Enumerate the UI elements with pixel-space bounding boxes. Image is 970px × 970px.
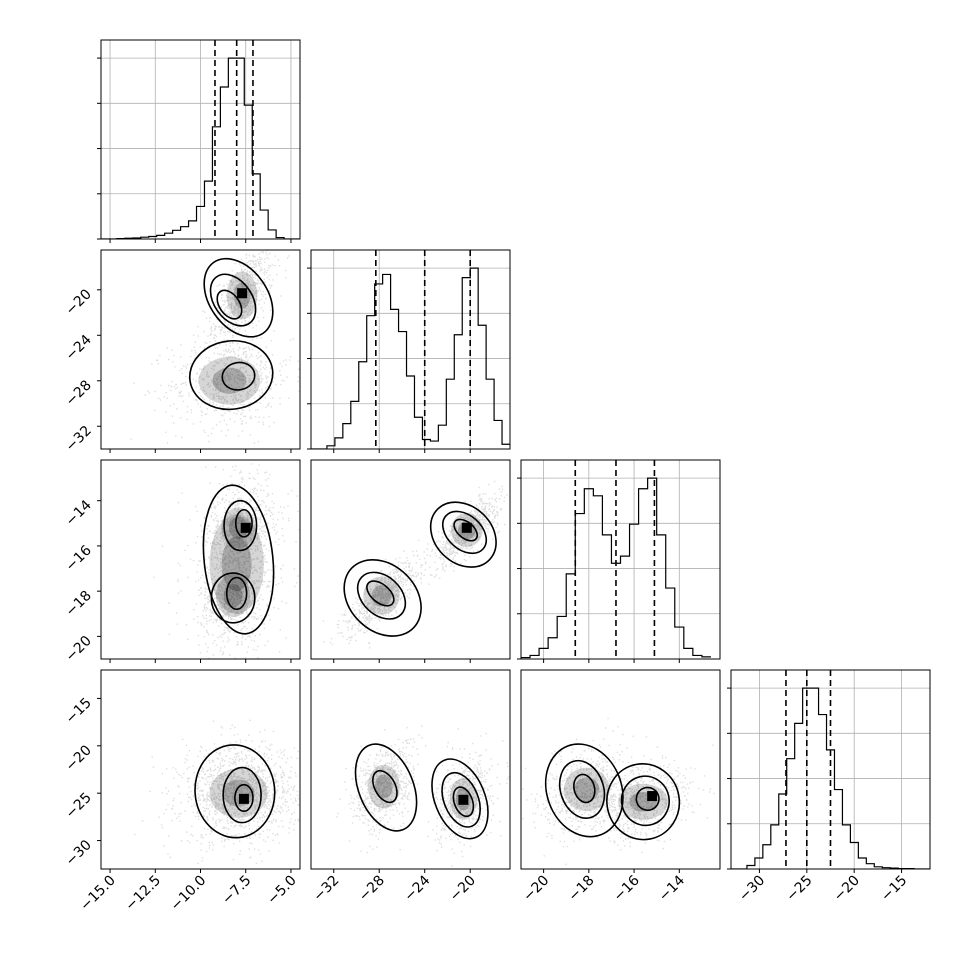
histogram-panel-0 — [97, 39, 301, 240]
x-tick-label: −16 — [611, 872, 643, 904]
density-shade — [209, 514, 264, 614]
x-tick-label: −15 — [878, 873, 910, 905]
x-tick-label: −20 — [520, 873, 552, 905]
histogram-step-line — [311, 267, 510, 449]
density-contour — [620, 775, 670, 827]
sample-points — [322, 480, 508, 649]
x-tick-label: −12.5 — [122, 873, 164, 915]
density-shade — [198, 356, 261, 405]
x-tick-label: −14 — [656, 872, 688, 904]
density-contour — [222, 766, 262, 824]
density-contour — [441, 510, 488, 555]
histogram-panel-2 — [517, 459, 721, 660]
density-contour — [188, 340, 274, 411]
density-shade — [221, 507, 256, 549]
panel-frame — [730, 669, 931, 870]
y-tick-label: −18 — [63, 588, 95, 620]
y-tick-label: −15 — [63, 695, 95, 727]
density-contour — [635, 786, 660, 812]
y-tick-label: −28 — [63, 377, 95, 409]
density-contour — [431, 758, 489, 840]
density-contour — [209, 273, 257, 327]
density-peak — [237, 288, 248, 299]
density-contour — [573, 773, 596, 804]
density-contour — [429, 501, 497, 568]
scatter-panel-2-3 — [520, 669, 721, 870]
y-tick-label: −24 — [63, 332, 95, 364]
x-tick-label: −28 — [356, 873, 388, 905]
density-contour — [221, 361, 256, 391]
density-shade — [367, 764, 400, 809]
x-tick-label: −25 — [783, 873, 815, 905]
density-contour — [544, 743, 624, 838]
y-tick-label: −20 — [63, 286, 95, 318]
y-tick-label: −16 — [63, 542, 95, 574]
density-contour — [452, 786, 475, 818]
panel-frame — [310, 459, 511, 660]
density-contour — [202, 484, 275, 635]
histogram-step-line — [101, 57, 300, 239]
density-peak — [461, 522, 472, 533]
y-tick-label: −14 — [63, 497, 95, 529]
histogram-panel-1 — [307, 249, 511, 450]
density-contour — [194, 744, 276, 839]
y-tick-label: −20 — [63, 742, 95, 774]
panel-frame — [100, 459, 301, 660]
y-tick-label: −32 — [63, 423, 95, 455]
y-tick-label: −25 — [63, 790, 95, 822]
scatter-panel-0-2 — [100, 459, 301, 660]
scatter-panel-0-3 — [100, 669, 301, 870]
density-contour — [234, 783, 254, 812]
y-tick-label: −20 — [63, 633, 95, 665]
x-tick-label: −30 — [736, 873, 768, 905]
scatter-panel-1-3 — [310, 669, 511, 870]
density-contour — [354, 743, 418, 832]
density-contour — [558, 759, 606, 819]
density-contour — [356, 571, 407, 620]
sample-points — [336, 725, 510, 867]
sample-points — [522, 717, 720, 865]
panel-frame — [100, 249, 301, 450]
x-tick-label: −20 — [831, 873, 863, 905]
density-shade — [222, 779, 255, 807]
panel-frame — [520, 459, 721, 660]
scatter-panel-1-2 — [310, 459, 511, 660]
density-contour — [223, 499, 258, 552]
density-contour — [372, 769, 398, 804]
histogram-panel-3 — [727, 669, 931, 870]
x-tick-label: −32 — [310, 873, 342, 905]
density-contour — [203, 257, 274, 338]
density-shade — [212, 367, 247, 394]
panel-frame — [310, 249, 511, 450]
x-tick-label: −24 — [401, 872, 433, 904]
panel-frame — [520, 669, 721, 870]
scatter-panel-0-1 — [100, 249, 301, 450]
histogram-step-line — [731, 687, 930, 869]
x-tick-label: −10.0 — [168, 873, 210, 915]
x-tick-label: −5.0 — [264, 873, 299, 908]
density-contour — [343, 559, 422, 637]
density-contour — [606, 763, 681, 841]
density-shade — [375, 774, 393, 799]
density-peak — [238, 793, 249, 804]
density-peak — [240, 522, 251, 533]
panel-frame — [310, 669, 511, 870]
x-tick-label: −15.0 — [77, 873, 119, 915]
density-peak — [458, 794, 469, 805]
histogram-step-line — [521, 477, 711, 659]
density-shade — [229, 516, 248, 540]
x-tick-label: −20 — [447, 873, 479, 905]
y-tick-label: −30 — [63, 837, 95, 869]
density-shade — [221, 536, 252, 592]
density-contour — [366, 580, 395, 607]
density-contour — [234, 508, 253, 538]
density-contour — [216, 289, 243, 320]
density-contour — [225, 576, 248, 611]
density-peak — [647, 791, 658, 802]
density-contour — [441, 771, 481, 828]
x-tick-label: −18 — [565, 873, 597, 905]
x-tick-label: −7.5 — [219, 873, 254, 908]
